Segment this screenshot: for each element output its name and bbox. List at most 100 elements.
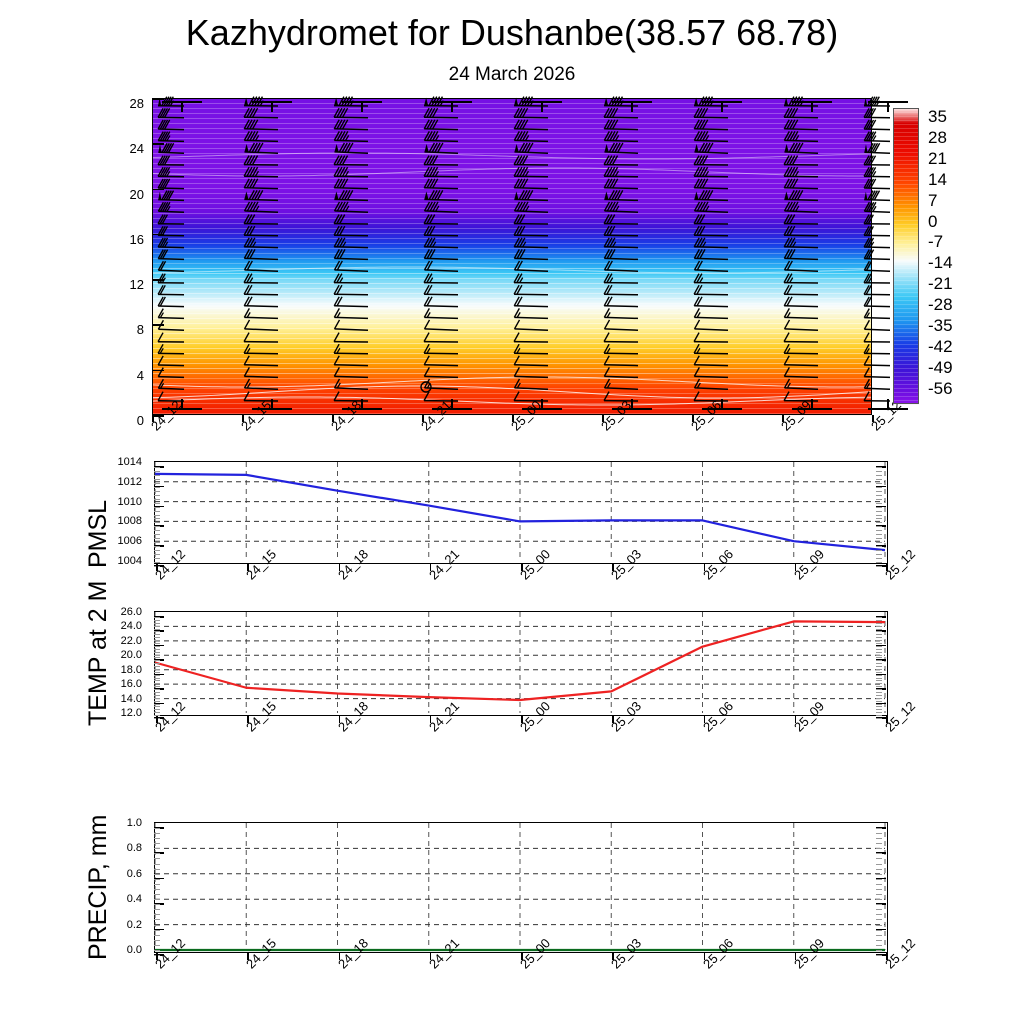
pmsl-y-minor-tick xyxy=(876,546,882,548)
precip-y-tickmark xyxy=(154,877,164,880)
temp-y-minor-tick xyxy=(154,700,160,702)
upper-air-cross-section[interactable] xyxy=(151,96,908,416)
colorbar-tick-label: -14 xyxy=(928,253,953,273)
temp-y-minor-tick xyxy=(154,689,160,691)
pmsl-y-tickmark xyxy=(876,565,886,567)
precip-y-minor-tick xyxy=(154,934,160,936)
precip-y-minor-tick xyxy=(876,909,882,911)
pmsl-y-tick: 1012 xyxy=(117,475,142,488)
cross-section-x-tickmark xyxy=(692,415,694,422)
temperature-colorbar[interactable] xyxy=(893,108,919,405)
pmsl-y-minor-tick xyxy=(876,502,882,504)
temp-y-tick: 16.0 xyxy=(120,678,142,691)
temp-y-minor-tick xyxy=(154,622,160,624)
precip-y-minor-tick xyxy=(876,939,882,941)
cross-section-y-tickmarks xyxy=(152,98,166,417)
temp-y-minor-tick xyxy=(154,637,160,639)
precip-y-minor-tick xyxy=(154,899,160,901)
pmsl-y-minor-tick xyxy=(154,502,160,504)
temp-y-tickmark xyxy=(876,688,886,690)
temp-y-minor-tick xyxy=(154,628,160,630)
pmsl-y-minor-tick xyxy=(154,530,160,532)
precip-y-minor-tick xyxy=(154,863,160,865)
temp-y-minor-tick xyxy=(876,712,882,714)
precip-y-minor-tick xyxy=(876,873,882,875)
temp-y-minor-tick xyxy=(154,660,160,662)
pmsl-y-minor-tick xyxy=(876,554,882,556)
pmsl-y-tickmark xyxy=(876,525,886,527)
cross-section-y-axis: 28 24 20 16 12 8 4 0 xyxy=(100,92,148,427)
temp-2m-timeseries-line xyxy=(154,620,886,702)
cross-section-plot xyxy=(151,96,908,416)
precip-plot xyxy=(154,823,886,952)
precip-y-tickmark xyxy=(876,877,886,880)
precip-y-minor-tick xyxy=(154,929,160,931)
precip-x-tickmark xyxy=(338,953,341,960)
precip-y-minor-tick xyxy=(154,939,160,941)
precip-x-tickmark xyxy=(612,953,614,960)
pmsl-y-minor-tick xyxy=(876,514,882,516)
temp-right-tickmarks xyxy=(876,611,888,719)
temp-y-minor-tick xyxy=(876,674,882,676)
pmsl-y-minor-tick xyxy=(154,478,160,480)
cross-section-y-tickmark xyxy=(152,98,164,100)
temp-y-tick: 18.0 xyxy=(120,663,142,676)
precip-y-minor-tick xyxy=(154,868,160,870)
precip-y-minor-tick xyxy=(154,909,160,911)
precip-y-minor-tick xyxy=(876,853,882,855)
cross-section-x-tickmark xyxy=(782,415,784,422)
precip-y-minor-tick xyxy=(876,919,882,921)
temp-y-minor-tick xyxy=(876,622,882,624)
temp-y-minor-tick xyxy=(154,694,160,696)
pmsl-y-minor-tick xyxy=(154,554,160,556)
precip-y-minor-tick xyxy=(876,904,882,906)
precip-y-minor-tick xyxy=(154,919,160,921)
pmsl-y-minor-tick xyxy=(876,478,882,480)
temp-y-minor-tick xyxy=(154,686,160,688)
precip-y-tick: 0.2 xyxy=(126,918,142,931)
pmsl-y-tickmark xyxy=(876,485,886,488)
precip-y-minor-tick xyxy=(876,838,882,840)
cross-section-x-tickmarks xyxy=(152,415,874,425)
cross-section-x-tickmark xyxy=(152,415,154,422)
page-subtitle: 24 March 2026 xyxy=(448,64,576,85)
temp-2m-panel[interactable] xyxy=(154,611,888,716)
temp-y-minor-tick xyxy=(876,718,882,719)
temp-y-minor-tick xyxy=(876,651,882,653)
cross-section-y-tickmark xyxy=(152,188,164,191)
pmsl-y-minor-tick xyxy=(154,534,160,536)
pmsl-y-tickmark xyxy=(876,545,886,547)
pmsl-y-tickmark xyxy=(154,525,164,527)
precip-y-minor-tick xyxy=(154,828,160,829)
precip-panel[interactable] xyxy=(154,822,888,953)
colorbar-tick-label: 7 xyxy=(928,190,938,210)
temp-y-minor-tick xyxy=(154,697,160,699)
cross-section-y-tickmark xyxy=(152,369,164,372)
precip-y-minor-tick xyxy=(154,944,160,946)
colorbar-tick-label: -28 xyxy=(928,295,953,315)
temp-y-minor-tick xyxy=(154,648,160,650)
temp-y-tick: 20.0 xyxy=(120,649,142,662)
pmsl-y-minor-tick xyxy=(876,486,882,488)
temp-y-tickmark xyxy=(154,644,164,647)
temp-y-tick: 14.0 xyxy=(120,692,142,705)
precip-x-tickmark xyxy=(521,953,523,960)
precip-y-tick: 0.6 xyxy=(126,867,142,880)
cross-section-y-tick: 16 xyxy=(129,231,144,247)
pmsl-panel[interactable] xyxy=(154,461,888,564)
temp-y-tickmark xyxy=(154,673,164,676)
page-title: Kazhydromet for Dushanbe(38.57 68.78) xyxy=(185,12,839,53)
pmsl-y-minor-tick xyxy=(876,542,882,544)
temp-x-labels: 24_12 24_15 24_18 24_21 25_00 25_03 25_06 25_09… xyxy=(152,698,934,764)
temp-y-minor-tick xyxy=(876,671,882,673)
pmsl-y-minor-tick xyxy=(154,526,160,528)
pmsl-y-minor-tick xyxy=(154,482,160,484)
temp-y-tick: 12.0 xyxy=(120,707,142,719)
precip-y-minor-tick xyxy=(876,944,882,946)
colorbar-tick-label: 21 xyxy=(928,148,947,168)
temp-x-tickmark xyxy=(886,716,888,723)
pmsl-y-tickmark xyxy=(154,545,164,547)
colorbar-tick-label: 28 xyxy=(928,127,947,147)
cross-section-y-tick: 12 xyxy=(129,277,144,293)
precip-y-minor-tick xyxy=(876,868,882,870)
